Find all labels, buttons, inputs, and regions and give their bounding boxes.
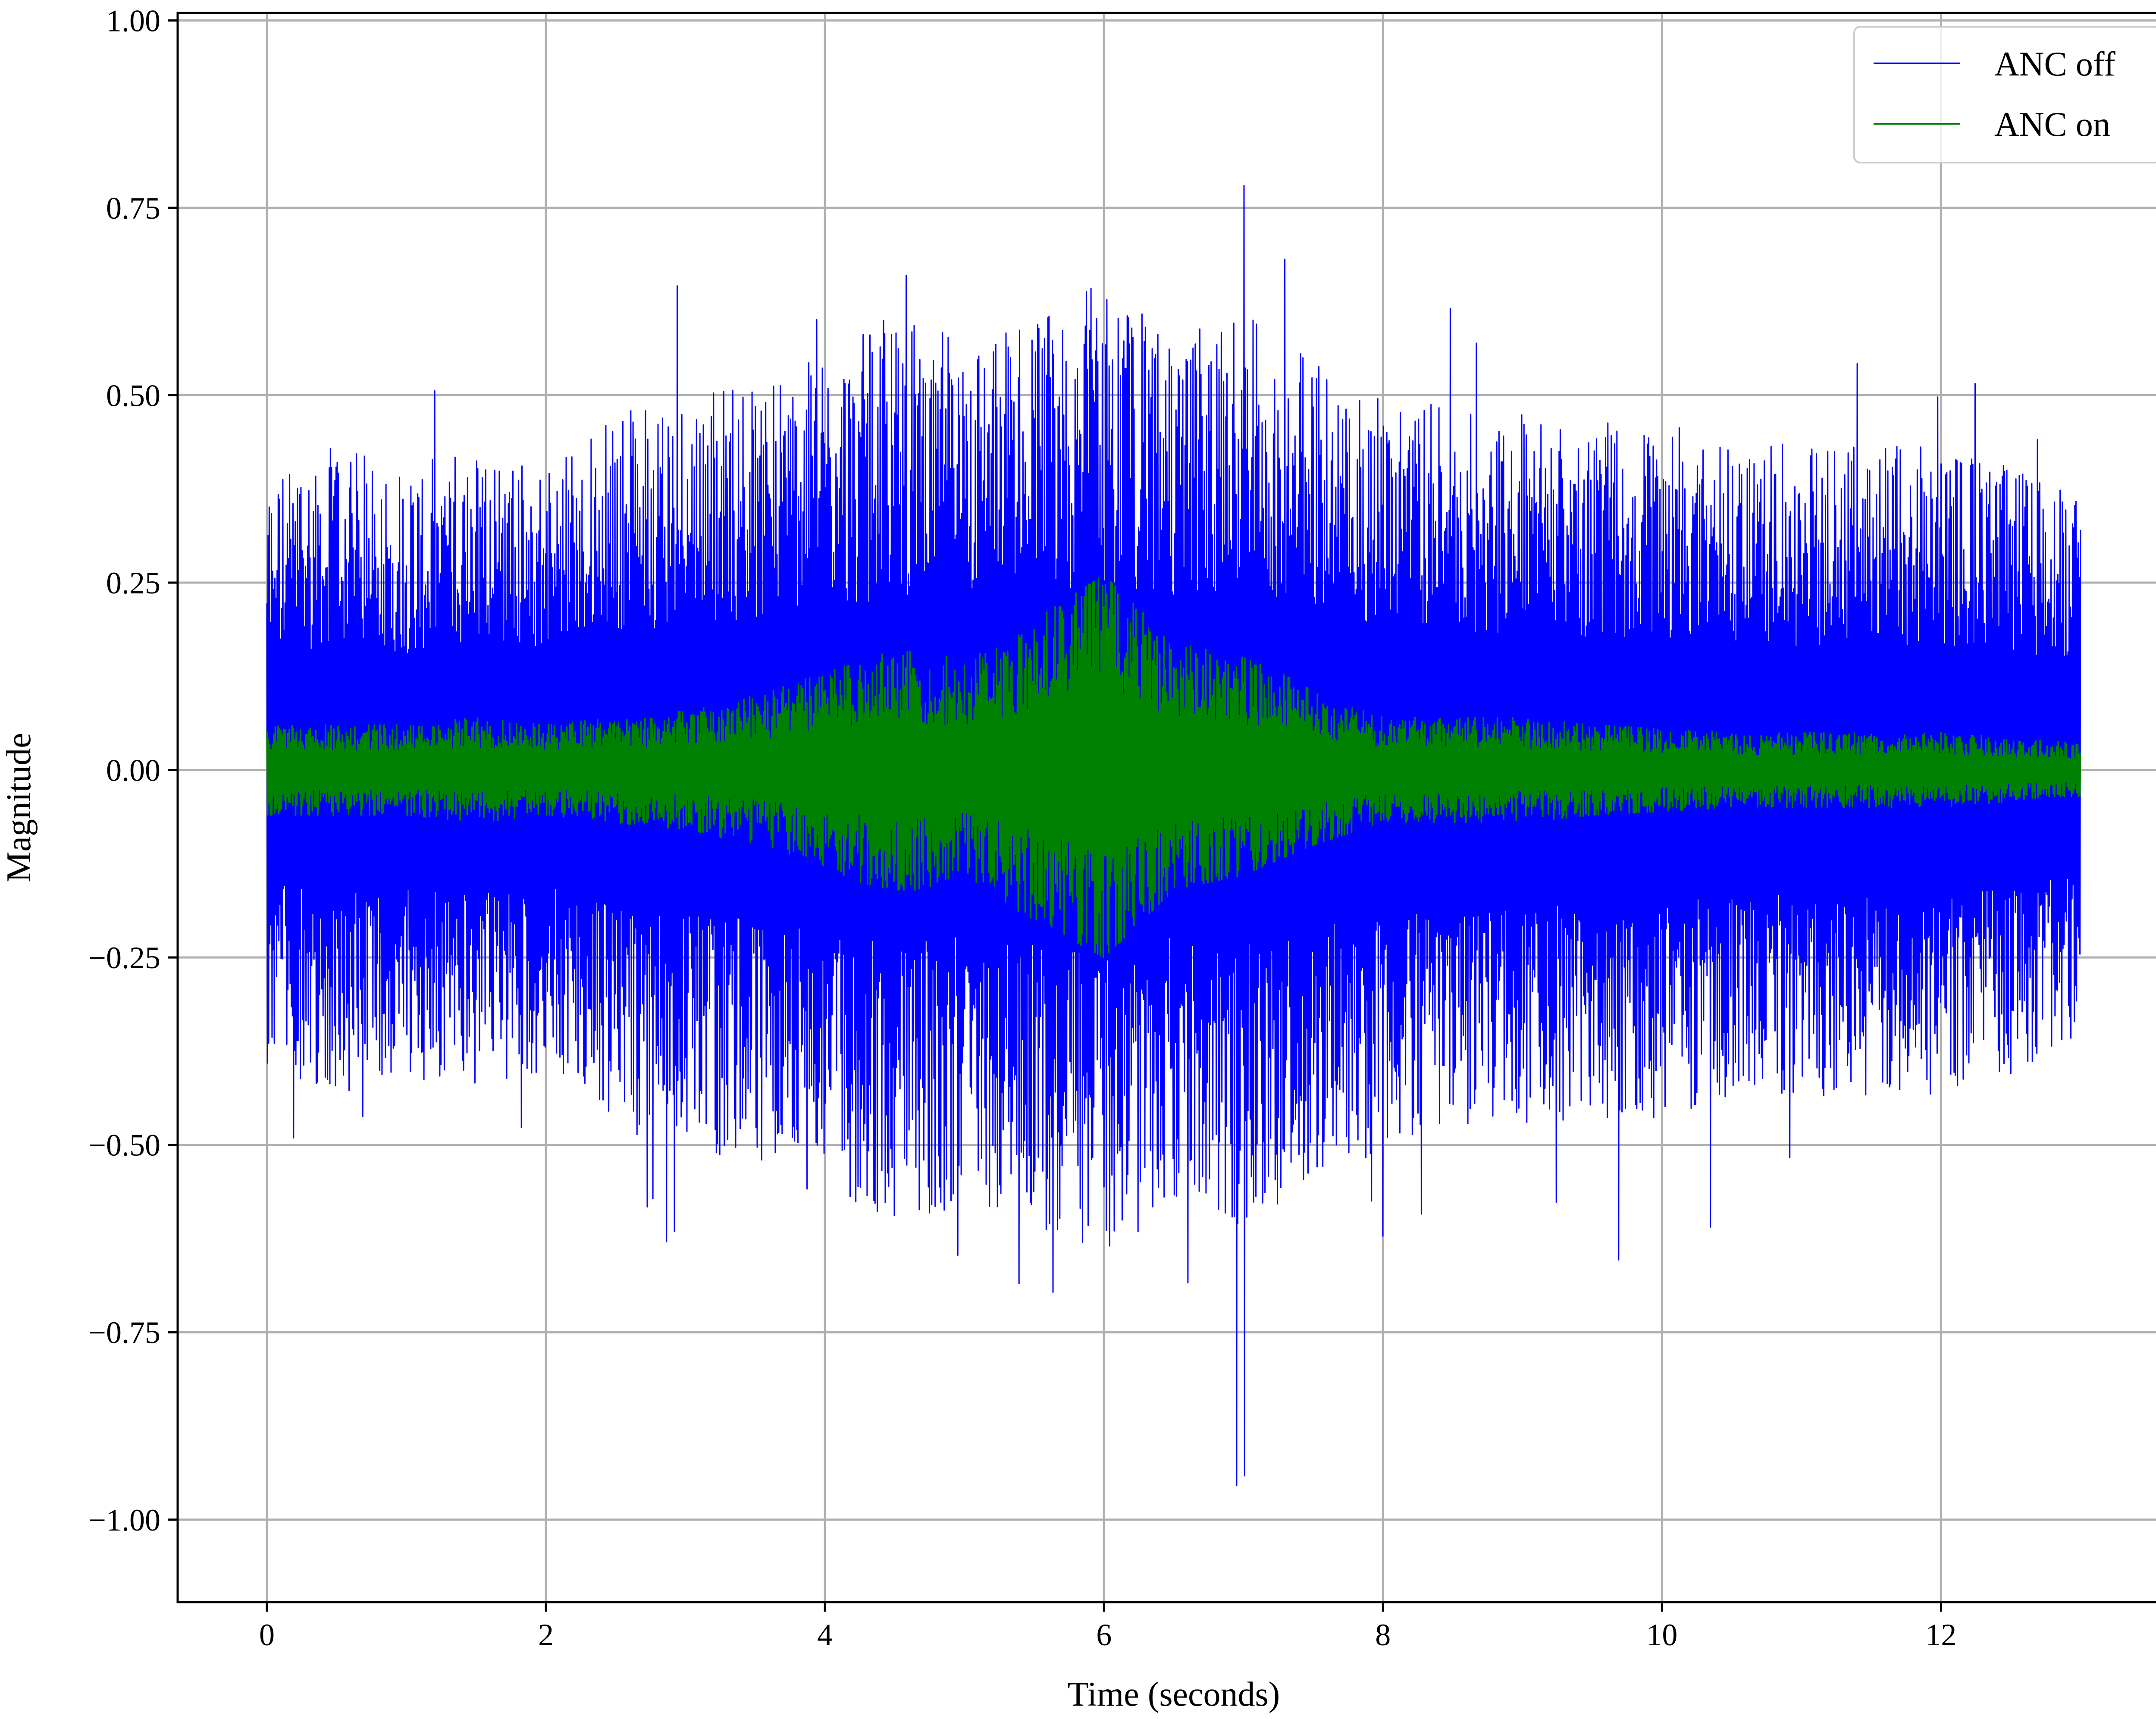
x-tick-label: 0 [259, 1618, 275, 1652]
series-line-anc-on [266, 578, 2081, 958]
y-tick-label: 0.00 [106, 753, 160, 788]
x-tick-label: 2 [538, 1618, 554, 1652]
legend-box [1853, 26, 2156, 163]
y-tick-label: −0.25 [88, 941, 160, 975]
legend-label: ANC on [1994, 106, 2110, 144]
x-tick-label: 12 [1925, 1618, 1956, 1652]
y-tick-label: 0.25 [106, 566, 160, 600]
y-tick-label: −0.75 [88, 1315, 160, 1350]
y-axis: 1.00 0.75 0.50 0.25 0.00 −0.25 −0.50 −0.75 −1.00 [88, 3, 178, 1537]
legend: ANC off ANC on [1853, 26, 2156, 163]
x-tick-label: 8 [1375, 1618, 1391, 1652]
x-axis-label: Time (seconds) [1068, 1675, 1280, 1713]
y-tick-label: 1.00 [106, 3, 160, 38]
y-axis-label: Magnitude [0, 733, 38, 882]
plot-frame [176, 12, 2156, 1603]
y-tick-label: −0.50 [88, 1128, 160, 1163]
y-tick-label: 0.50 [106, 378, 160, 413]
series-layer [266, 185, 2081, 1486]
x-axis: 0 2 4 6 8 10 12 [259, 1602, 1956, 1652]
y-tick-label: 0.75 [106, 191, 160, 226]
x-tick-label: 6 [1096, 1618, 1112, 1652]
legend-label: ANC off [1994, 45, 2115, 83]
x-tick-label: 10 [1646, 1618, 1677, 1652]
y-tick-label: −1.00 [88, 1503, 160, 1537]
x-tick-label: 4 [817, 1618, 833, 1652]
